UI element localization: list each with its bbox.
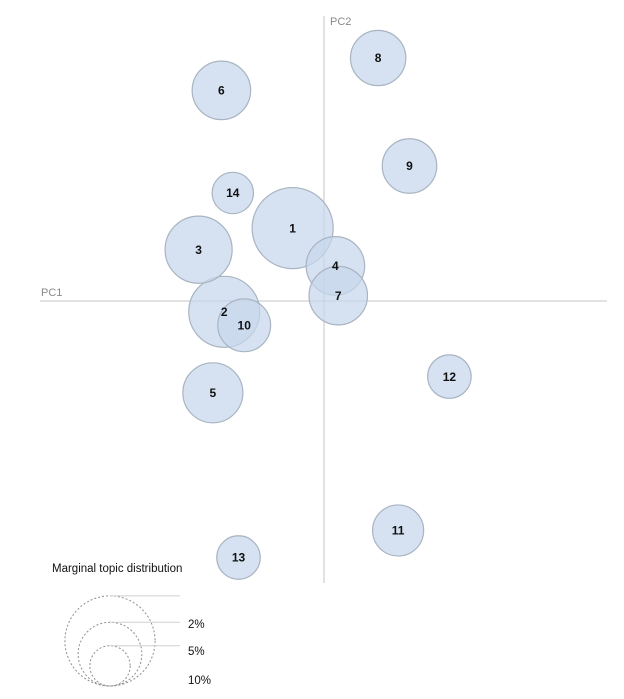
topic-circles	[164, 29, 472, 580]
topic-3-circle[interactable]	[164, 215, 233, 284]
topic-8-circle[interactable]	[349, 29, 407, 87]
legend-label-5: 5%	[188, 646, 205, 658]
topic-14-circle[interactable]	[211, 171, 255, 215]
pc1-axis-label: PC1	[41, 287, 62, 299]
topic-7-circle[interactable]	[308, 265, 369, 326]
topic-13-circle[interactable]	[216, 535, 261, 580]
topic-9-circle[interactable]	[381, 138, 438, 194]
legend-label-2: 2%	[188, 619, 205, 631]
size-legend: Marginal topic distribution 2% 5% 10%	[52, 563, 211, 687]
topic-5-circle[interactable]	[182, 362, 244, 424]
legend-circle-10	[64, 595, 156, 687]
topic-11-circle[interactable]	[371, 504, 425, 557]
pc2-axis-label: PC2	[330, 16, 351, 28]
topic-10-circle[interactable]	[217, 298, 272, 353]
topic-12-circle[interactable]	[427, 354, 472, 399]
legend-title: Marginal topic distribution	[52, 563, 182, 575]
legend-label-10: 10%	[188, 675, 211, 687]
legend-circle-2	[89, 645, 131, 687]
legend-circle-5	[77, 621, 143, 687]
topic-6-circle[interactable]	[191, 60, 252, 121]
